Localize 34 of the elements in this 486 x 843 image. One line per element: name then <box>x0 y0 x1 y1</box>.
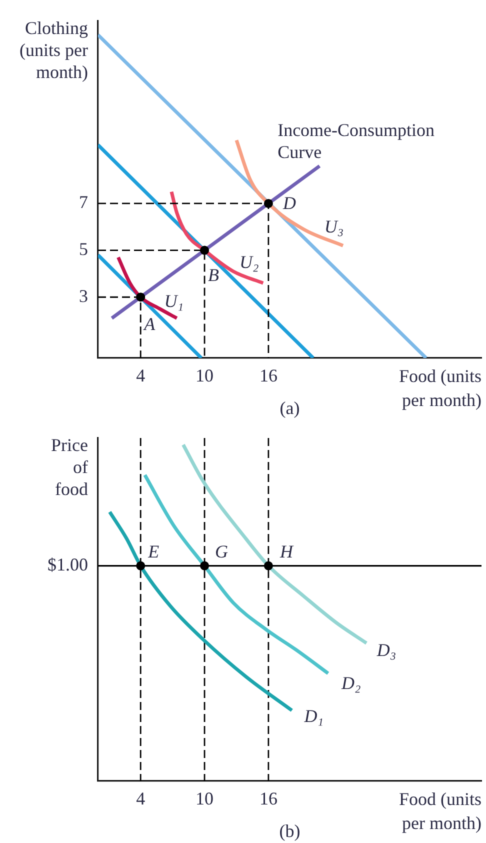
x-tick-label: 10 <box>196 788 214 809</box>
annotation: E <box>147 542 160 562</box>
text: (b) <box>279 821 300 841</box>
x-axis-title: Food (units per month) <box>398 366 482 410</box>
series-label: D₂ <box>340 673 361 694</box>
series-label: U₂ <box>239 252 259 272</box>
text: (a) <box>280 398 300 418</box>
x-tick-label: 16 <box>259 366 278 386</box>
x-axis-title: Food (units per month) <box>398 789 482 833</box>
x-tick-label: 16 <box>259 788 278 809</box>
x-tick-label: 4 <box>136 366 146 386</box>
series-label: U₃ <box>324 216 344 236</box>
series-label: Income-Consumption Curve <box>278 120 435 162</box>
y-tick-label: 7 <box>79 192 88 212</box>
y-tick-label: 3 <box>79 286 88 306</box>
annotation: H <box>278 542 294 562</box>
point <box>136 292 146 302</box>
annotation: A <box>143 314 156 334</box>
line-series <box>170 190 265 285</box>
x-tick-label: 10 <box>196 366 214 386</box>
series-label: D₃ <box>376 640 396 660</box>
annotation: B <box>208 265 220 286</box>
y-axis-title: Price of food <box>51 435 88 499</box>
point <box>264 198 273 208</box>
line-series <box>234 138 345 248</box>
point <box>200 246 210 255</box>
series-label: D₁ <box>303 706 324 726</box>
x-tick-label: 4 <box>136 788 146 809</box>
y-tick-label: 5 <box>79 239 88 260</box>
y-axis-title: Clothing (units per month) <box>20 18 88 82</box>
series-label: U₁ <box>164 290 184 311</box>
annotation: D <box>282 193 296 214</box>
text: $1.00 <box>48 554 88 575</box>
annotation: G <box>215 542 228 562</box>
